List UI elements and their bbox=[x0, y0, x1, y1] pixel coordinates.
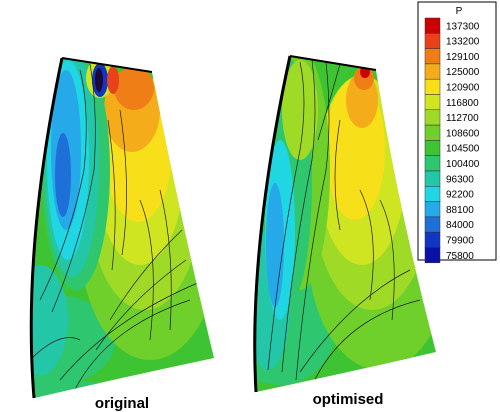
legend-swatch bbox=[424, 124, 441, 141]
legend-swatch bbox=[424, 170, 441, 187]
legend-value: 133200 bbox=[446, 37, 480, 48]
contour-lines bbox=[267, 59, 421, 391]
contour-band bbox=[114, 66, 154, 110]
legend-value: 79900 bbox=[446, 236, 474, 247]
legend-value: 75800 bbox=[446, 251, 474, 262]
contour-band bbox=[55, 133, 71, 217]
contour-lines bbox=[31, 63, 201, 398]
legend-swatch bbox=[424, 17, 441, 34]
contour-band bbox=[266, 183, 284, 307]
legend-swatch bbox=[424, 140, 441, 156]
leading-edge bbox=[29, 57, 64, 399]
legend-value: 100400 bbox=[446, 159, 480, 170]
contour-panel-original: original bbox=[29, 57, 214, 412]
legend-value: 120900 bbox=[446, 83, 480, 94]
legend-swatch bbox=[424, 94, 441, 111]
legend-value: 129100 bbox=[446, 52, 480, 63]
legend-value: 88100 bbox=[446, 205, 474, 216]
contour-band bbox=[107, 66, 119, 94]
legend-value: 116800 bbox=[446, 98, 479, 109]
legend-value: 96300 bbox=[446, 174, 474, 185]
legend-swatch bbox=[424, 109, 441, 126]
legend-swatch bbox=[424, 216, 441, 233]
legend-swatch bbox=[424, 155, 441, 172]
legend-value: 137300 bbox=[446, 21, 480, 32]
blade-tip bbox=[289, 55, 377, 71]
legend-swatch bbox=[424, 33, 441, 49]
legend-value: 84000 bbox=[446, 220, 474, 231]
legend-swatch bbox=[424, 78, 441, 95]
panel-label-optimised: optimised bbox=[313, 391, 384, 408]
legend-value: 108600 bbox=[446, 128, 480, 139]
blade-tip bbox=[61, 57, 153, 73]
legend-swatch bbox=[424, 186, 441, 202]
panel-label-original: original bbox=[95, 395, 149, 412]
legend-value: 104500 bbox=[446, 144, 480, 155]
legend-swatch bbox=[424, 231, 441, 248]
legend-value: 125000 bbox=[446, 67, 480, 78]
legend-value: 112700 bbox=[446, 113, 479, 124]
legend-items: 137300 133200 129100 125000 120900 116800 1127… bbox=[424, 17, 480, 264]
pressure-legend: P 137300 133200 129100 125000 120900 116800 11… bbox=[417, 1, 497, 264]
legend-value: 92200 bbox=[446, 190, 474, 201]
contour-band bbox=[31, 265, 68, 375]
legend-title: P bbox=[456, 6, 463, 17]
contour-band bbox=[282, 60, 318, 160]
legend-swatch bbox=[424, 48, 441, 65]
contour-band bbox=[95, 68, 103, 92]
legend-swatch bbox=[424, 201, 441, 218]
legend-swatch bbox=[424, 247, 441, 264]
leading-edge bbox=[253, 55, 292, 393]
legend-swatch bbox=[424, 63, 441, 80]
